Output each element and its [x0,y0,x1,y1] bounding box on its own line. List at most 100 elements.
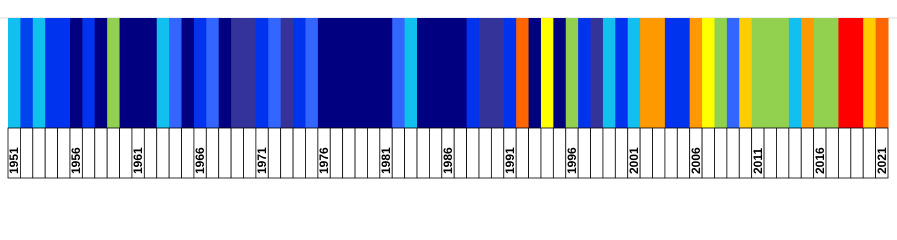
stripe [342,18,356,128]
label-cell [738,127,753,179]
stripe [838,18,852,128]
x-tick-label: 2001 [627,147,641,174]
stripe [255,18,269,128]
label-cell [466,127,480,179]
stripe [169,18,183,128]
stripe [367,18,381,128]
stripe [119,18,133,128]
stripe [392,18,406,128]
label-cell [875,127,889,179]
x-tick-label: 2021 [875,147,889,174]
stripe [528,18,542,128]
label-cell [81,127,96,179]
stripe [826,18,839,128]
stripe [788,18,802,128]
label-cell [391,127,406,179]
label-cell [292,127,306,179]
stripe [850,18,864,128]
stripe [565,18,579,128]
stripe [231,18,244,128]
stripe [553,18,567,128]
x-tick-label: 1956 [69,147,83,174]
label-cell [726,127,740,179]
label-cell [243,127,257,179]
label-cell [181,127,195,179]
stripe [863,18,877,128]
label-cell [838,127,852,179]
stripe [590,18,604,128]
label-cell [714,127,728,179]
label-cell [552,127,567,179]
label-cell [676,127,691,179]
stripe [193,18,207,128]
stripe [268,18,282,128]
label-cell [119,127,133,179]
stripe [45,18,59,128]
stripe [602,18,616,128]
stripe [144,18,158,128]
label-cell [639,127,653,179]
label-cell [862,127,877,179]
label-cell [143,127,158,179]
label-cell [32,127,46,179]
label-cell [404,127,418,179]
stripe [379,18,393,128]
label-cell [590,127,604,179]
stripe [764,18,777,128]
stripe [181,18,195,128]
label-cell [515,127,529,179]
label-cell [280,127,294,179]
label-cell [329,127,344,179]
x-tick-label: 2011 [751,148,765,174]
x-tick-label: 1961 [131,147,145,174]
stripe [813,18,827,128]
label-cell [342,127,356,179]
label-cell [825,127,839,179]
label-cell [367,127,381,179]
label-cell [453,127,467,179]
stripe [20,18,34,128]
x-tick-label: 2006 [689,147,703,174]
stripe [578,18,592,128]
label-cell [614,127,629,179]
stripe [689,18,703,128]
x-tick-label: 1951 [7,147,21,174]
stripe [206,18,220,128]
label-cell [664,127,678,179]
stripe [677,18,691,128]
stripe [57,18,71,128]
label-cell [652,127,666,179]
chart: 1951 1956 1961 1966 1971 1976 1981 1986 1991 1996… [0,17,897,179]
label-cell [701,127,715,179]
stripe [714,18,728,128]
label-cell [490,127,505,179]
stripe [640,18,654,128]
label-cell [528,127,542,179]
stripe [441,18,455,128]
stripe [875,18,889,128]
stripe [317,18,331,128]
x-tick-label: 1976 [317,147,331,174]
label-cell [156,127,170,179]
label-cell [44,127,58,179]
stripe [32,18,46,128]
label-cell [106,127,120,179]
stripe [516,18,530,128]
x-tick-label: 2016 [813,147,827,174]
stripe [293,18,306,128]
stripe [739,18,753,128]
stripe [8,18,21,128]
stripe [503,18,517,128]
stripe [404,18,418,128]
stripe [429,18,443,128]
label-cell [57,127,71,179]
stripe [702,18,715,128]
x-tick-label: 1991 [503,147,517,174]
label-cell [218,127,232,179]
stripe [627,18,641,128]
stripe [491,18,505,128]
label-cell [416,127,430,179]
x-tick-label: 1996 [565,147,579,174]
stripe [466,18,480,128]
stripe [305,18,319,128]
